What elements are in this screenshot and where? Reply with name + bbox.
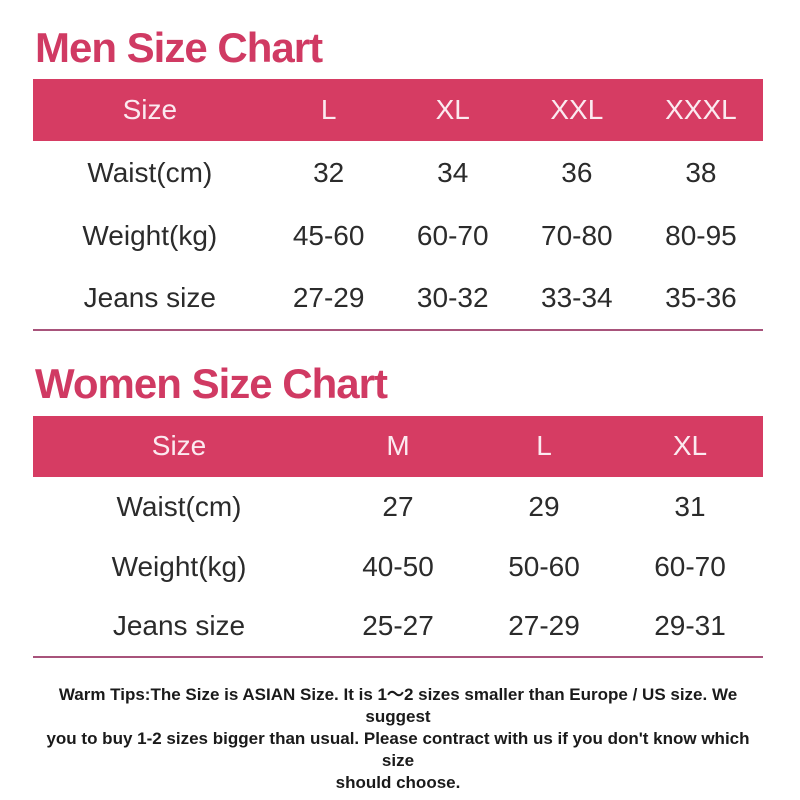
table-cell: 60-70	[390, 204, 515, 268]
women-table-header-row: Size M L XL	[33, 415, 763, 477]
warm-tips-line: should choose.	[335, 772, 461, 792]
table-cell: 31	[617, 476, 763, 537]
row-label: Weight(kg)	[33, 536, 325, 597]
table-cell: 35-36	[638, 267, 763, 331]
table-cell: 29	[471, 476, 617, 537]
table-cell: 33-34	[514, 267, 639, 331]
men-waist-row: Waist(cm) 32 34 36 38	[33, 141, 763, 205]
table-cell: 60-70	[617, 536, 763, 597]
men-header-col-xxl: XXL	[514, 79, 639, 142]
women-header-col-l: L	[471, 415, 617, 477]
table-cell: 27-29	[471, 596, 617, 657]
men-table-header-row: Size L XL XXL XXXL	[33, 79, 763, 142]
table-cell: 70-80	[514, 204, 639, 268]
table-cell: 45-60	[266, 204, 391, 268]
table-cell: 36	[514, 141, 639, 205]
women-jeans-row: Jeans size 25-27 27-29 29-31	[33, 596, 763, 657]
men-header-col-xl: XL	[390, 79, 515, 142]
table-cell: 50-60	[471, 536, 617, 597]
women-waist-row: Waist(cm) 27 29 31	[33, 476, 763, 537]
warm-tips-line: you to buy 1-2 sizes bigger than usual. …	[46, 728, 750, 770]
women-header-size-label: Size	[33, 415, 325, 477]
women-header-col-xl: XL	[617, 415, 763, 477]
women-chart-title: Women Size Chart	[35, 360, 388, 408]
men-jeans-row: Jeans size 27-29 30-32 33-34 35-36	[33, 267, 763, 331]
men-weight-row: Weight(kg) 45-60 60-70 70-80 80-95	[33, 204, 763, 268]
row-label: Waist(cm)	[33, 476, 325, 537]
women-header-col-m: M	[325, 415, 471, 477]
row-label: Jeans size	[33, 267, 267, 331]
men-header-size-label: Size	[33, 79, 267, 142]
row-label: Waist(cm)	[33, 141, 267, 205]
table-cell: 29-31	[617, 596, 763, 657]
row-label: Weight(kg)	[33, 204, 267, 268]
women-weight-row: Weight(kg) 40-50 50-60 60-70	[33, 536, 763, 597]
table-cell: 25-27	[325, 596, 471, 657]
table-cell: 30-32	[390, 267, 515, 331]
men-header-col-xxxl: XXXL	[638, 79, 763, 142]
table-cell: 34	[390, 141, 515, 205]
warm-tips: Warm Tips:The Size is ASIAN Size. It is …	[33, 684, 763, 794]
warm-tips-line: Warm Tips:The Size is ASIAN Size. It is …	[58, 684, 738, 726]
table-cell: 80-95	[638, 204, 763, 268]
table-cell: 32	[266, 141, 391, 205]
table-cell: 38	[638, 141, 763, 205]
table-cell: 27-29	[266, 267, 391, 331]
men-chart-title: Men Size Chart	[35, 24, 323, 71]
men-size-table: Size L XL XXL XXXL Waist(cm) 32 34 36 38…	[33, 79, 763, 332]
men-header-col-l: L	[266, 79, 391, 142]
table-cell: 40-50	[325, 536, 471, 597]
table-cell: 27	[325, 476, 471, 537]
row-label: Jeans size	[33, 596, 325, 657]
women-size-table: Size M L XL Waist(cm) 27 29 31 Weight(kg…	[33, 415, 763, 658]
